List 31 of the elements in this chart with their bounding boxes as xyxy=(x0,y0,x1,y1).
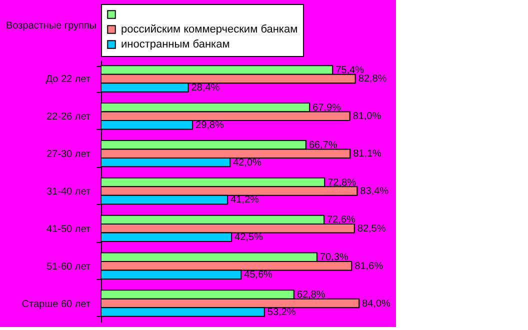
legend-label: российским коммерческим банкам xyxy=(121,24,298,36)
data-label: 62,8% xyxy=(296,290,326,301)
data-label: 82,8% xyxy=(358,74,387,85)
y-axis-title: Возрастные группы xyxy=(6,20,96,32)
data-label: 42,5% xyxy=(234,232,263,244)
data-label: 41,2% xyxy=(230,194,260,206)
y-tick-label: 22-26 лет xyxy=(46,112,91,123)
data-label: 42,0% xyxy=(233,157,262,168)
y-tick-label: 27-30 лет xyxy=(46,149,91,160)
y-tick-label: 41-50 лет xyxy=(46,224,91,235)
data-label: 67,9% xyxy=(312,102,342,114)
data-label: 75,4% xyxy=(336,64,364,76)
y-tick-label: 51-60 лет xyxy=(46,261,91,272)
data-label: 82,5% xyxy=(357,223,386,234)
data-label: 81,6% xyxy=(354,260,384,272)
data-label: 45,6% xyxy=(244,270,273,281)
data-label: 81,0% xyxy=(352,111,382,122)
data-label: 83,4% xyxy=(360,186,389,197)
data-label: 81,1% xyxy=(353,148,382,160)
data-label: 28,4% xyxy=(191,82,220,94)
data-label: 84,0% xyxy=(362,298,390,310)
y-tick-label: До 22 лет xyxy=(46,74,91,86)
data-label: 29,8% xyxy=(196,120,224,131)
data-label: 72,8% xyxy=(328,177,356,188)
legend-label: иностранным банкам xyxy=(121,38,230,50)
data-label: 70,3% xyxy=(320,252,348,264)
y-tick-label: Старше 60 лет xyxy=(22,298,91,310)
data-label: 53,2% xyxy=(267,307,296,318)
data-label: 66,7% xyxy=(308,140,338,151)
y-tick-label: 31-40 лет xyxy=(46,186,91,198)
data-label: 72,6% xyxy=(326,214,356,226)
